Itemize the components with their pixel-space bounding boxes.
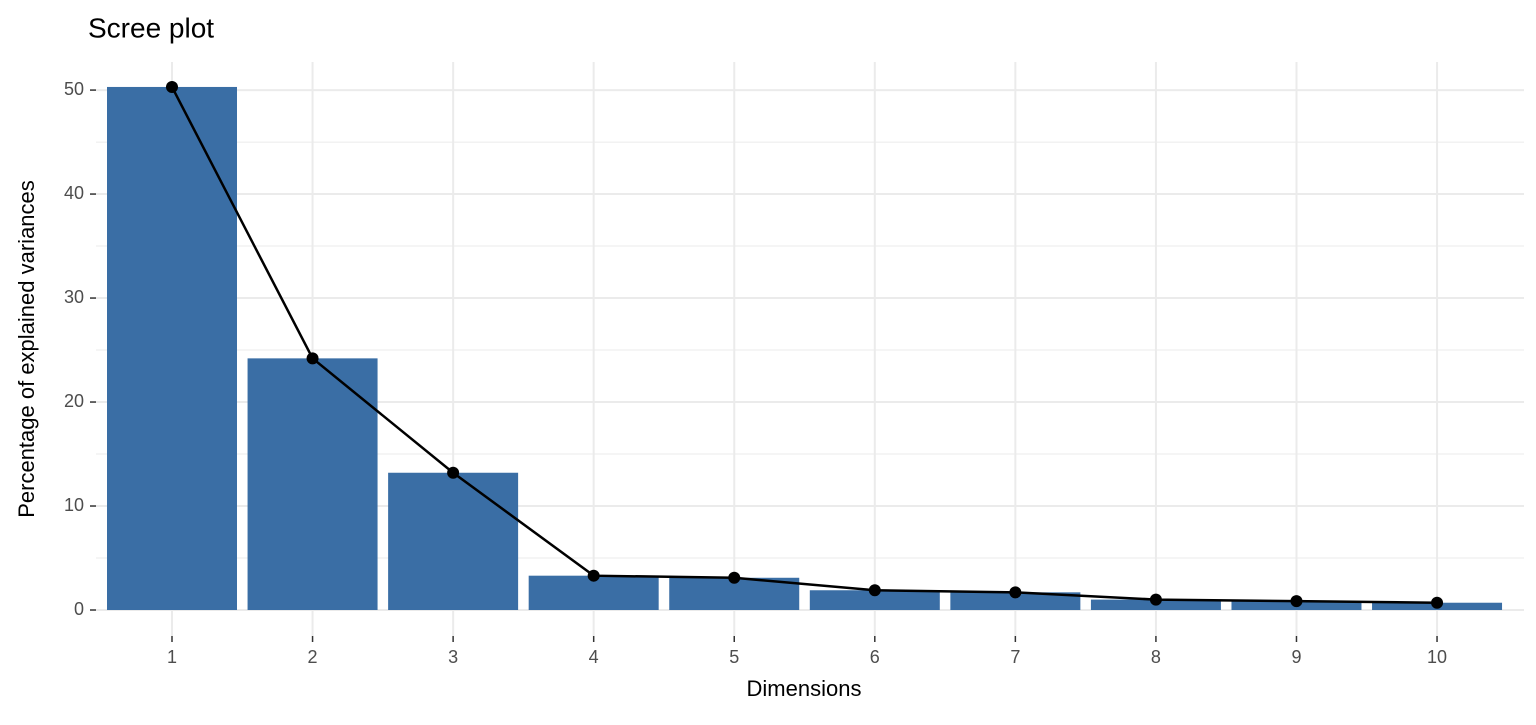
point bbox=[728, 571, 741, 584]
point bbox=[587, 569, 600, 582]
point bbox=[1431, 596, 1444, 609]
y-tick-label: 20 bbox=[64, 391, 84, 411]
point bbox=[166, 80, 178, 93]
bar bbox=[107, 86, 237, 611]
point bbox=[447, 466, 460, 479]
x-tick-label: 3 bbox=[448, 647, 458, 667]
x-tick-label: 2 bbox=[308, 647, 318, 667]
bar bbox=[950, 592, 1081, 611]
point bbox=[1149, 593, 1162, 606]
y-tick-label: 0 bbox=[74, 599, 84, 619]
chart-title: Scree plot bbox=[88, 12, 214, 43]
x-tick-label: 4 bbox=[589, 647, 599, 667]
x-axis-title: Dimensions bbox=[747, 676, 862, 701]
point bbox=[1290, 595, 1303, 608]
trend-line bbox=[170, 86, 1438, 604]
point bbox=[306, 352, 319, 365]
bar bbox=[809, 590, 940, 611]
bar bbox=[388, 472, 519, 611]
x-tick-label: 10 bbox=[1427, 647, 1447, 667]
y-tick-label: 50 bbox=[64, 79, 84, 99]
x-tick-label: 1 bbox=[167, 647, 177, 667]
x-tick-label: 5 bbox=[729, 647, 739, 667]
x-tick-label: 6 bbox=[870, 647, 880, 667]
x-tick-label: 8 bbox=[1151, 647, 1161, 667]
y-axis-title: Percentage of explained variances bbox=[14, 180, 39, 518]
x-tick-label: 9 bbox=[1291, 647, 1301, 667]
y-tick-label: 10 bbox=[64, 495, 84, 515]
y-tick-label: 40 bbox=[64, 183, 84, 203]
x-tick-label: 7 bbox=[1010, 647, 1020, 667]
point bbox=[1009, 586, 1022, 599]
y-tick-label: 30 bbox=[64, 287, 84, 307]
point bbox=[868, 584, 881, 597]
bar bbox=[247, 358, 378, 611]
